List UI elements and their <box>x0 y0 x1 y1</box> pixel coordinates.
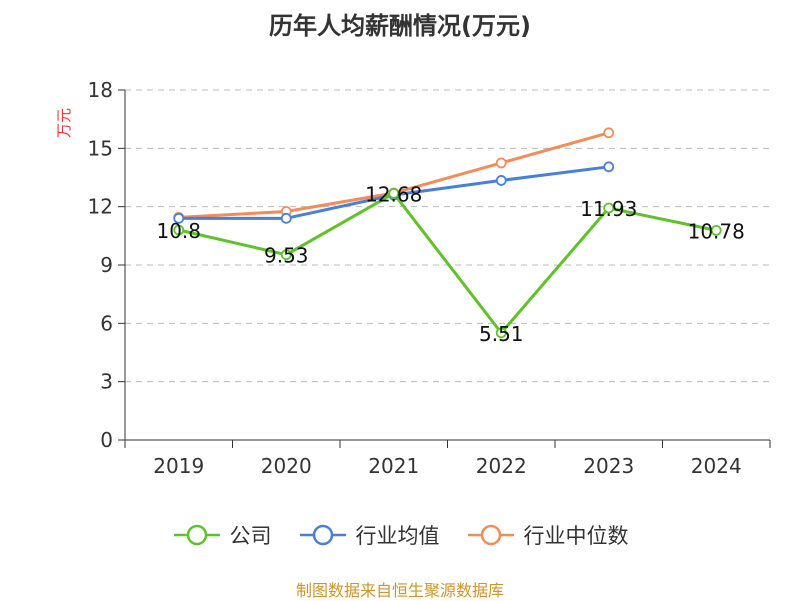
data-label: 10.78 <box>688 219 745 243</box>
y-tick-labels: 0 3 6 9 12 15 18 <box>88 78 113 452</box>
y-tick-label: 15 <box>88 136 113 160</box>
data-label: 10.8 <box>156 219 201 243</box>
data-point <box>603 161 615 173</box>
data-point <box>603 127 615 139</box>
data-label: 11.93 <box>580 197 637 221</box>
x-tick-label: 2023 <box>583 454 634 478</box>
y-tick-label: 9 <box>100 253 113 277</box>
data-point <box>603 202 615 214</box>
data-label: 9.53 <box>264 244 309 268</box>
x-tick-label: 2024 <box>691 454 742 478</box>
legend-marker-industry-median <box>467 524 514 546</box>
axes <box>118 89 771 448</box>
y-tick-label: 18 <box>88 78 113 102</box>
legend: 公司 行业均值 行业中位数 <box>0 520 800 550</box>
x-tick-label: 2019 <box>153 454 204 478</box>
x-tick-label: 2022 <box>476 454 527 478</box>
data-point <box>495 327 507 339</box>
y-tick-label: 0 <box>100 428 113 452</box>
chart-title: 历年人均薪酬情况(万元) <box>269 12 531 40</box>
legend-label-industry-median: 行业中位数 <box>523 524 629 548</box>
y-tick-label: 3 <box>100 370 113 394</box>
data-point <box>173 224 185 236</box>
series-points <box>173 127 722 339</box>
legend-marker-company <box>173 524 220 546</box>
data-point <box>710 224 722 236</box>
y-tick-label: 12 <box>88 195 113 219</box>
x-tick-labels: 2019 2020 2021 2022 2023 2024 <box>153 454 741 478</box>
data-label: 5.51 <box>479 322 524 346</box>
data-labels: 10.8 9.53 12.68 5.51 11.93 10.78 <box>156 182 744 345</box>
series-line-0 <box>178 191 717 335</box>
x-tick-label: 2020 <box>261 454 312 478</box>
legend-label-company: 公司 <box>229 524 272 548</box>
legend-item-industry-median[interactable]: 行业中位数 <box>466 520 629 550</box>
data-point <box>280 249 292 261</box>
x-tick-label: 2021 <box>368 454 419 478</box>
data-label: 12.68 <box>365 182 422 206</box>
legend-marker-industry-mean <box>299 524 346 546</box>
data-point <box>495 157 507 169</box>
legend-item-company[interactable]: 公司 <box>172 520 272 550</box>
series-lines <box>178 131 717 335</box>
data-point <box>280 212 292 224</box>
legend-label-industry-mean: 行业均值 <box>355 524 440 548</box>
y-axis-label: 万元 <box>55 108 73 138</box>
source-note: 制图数据来自恒生聚源数据库 <box>295 581 504 600</box>
data-point <box>388 188 400 199</box>
y-tick-label: 6 <box>100 311 113 335</box>
legend-item-industry-mean[interactable]: 行业均值 <box>298 520 440 550</box>
grid-lines <box>125 89 770 383</box>
data-point <box>173 212 185 224</box>
data-point <box>495 175 507 186</box>
